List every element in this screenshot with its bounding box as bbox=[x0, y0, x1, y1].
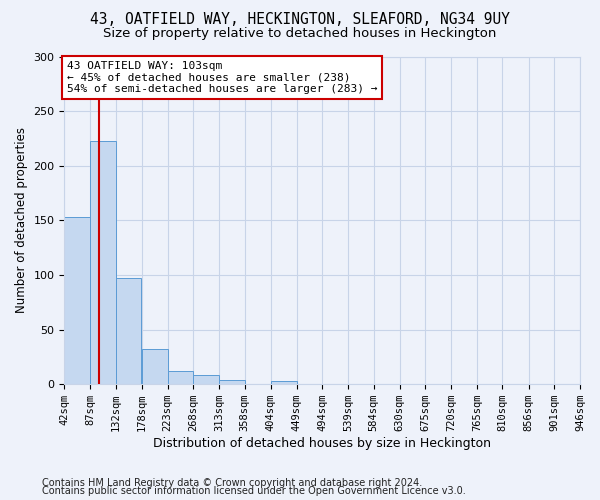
Text: Contains HM Land Registry data © Crown copyright and database right 2024.: Contains HM Land Registry data © Crown c… bbox=[42, 478, 422, 488]
Text: 43 OATFIELD WAY: 103sqm
← 45% of detached houses are smaller (238)
54% of semi-d: 43 OATFIELD WAY: 103sqm ← 45% of detache… bbox=[67, 61, 377, 94]
Text: Size of property relative to detached houses in Heckington: Size of property relative to detached ho… bbox=[103, 28, 497, 40]
Bar bbox=[64, 217, 90, 384]
Bar bbox=[167, 371, 193, 384]
Text: 43, OATFIELD WAY, HECKINGTON, SLEAFORD, NG34 9UY: 43, OATFIELD WAY, HECKINGTON, SLEAFORD, … bbox=[90, 12, 510, 28]
Bar bbox=[142, 350, 167, 384]
X-axis label: Distribution of detached houses by size in Heckington: Distribution of detached houses by size … bbox=[153, 437, 491, 450]
Bar bbox=[193, 376, 219, 384]
Y-axis label: Number of detached properties: Number of detached properties bbox=[15, 128, 28, 314]
Bar bbox=[219, 380, 245, 384]
Bar bbox=[271, 381, 296, 384]
Bar bbox=[116, 278, 142, 384]
Text: Contains public sector information licensed under the Open Government Licence v3: Contains public sector information licen… bbox=[42, 486, 466, 496]
Bar bbox=[90, 140, 116, 384]
